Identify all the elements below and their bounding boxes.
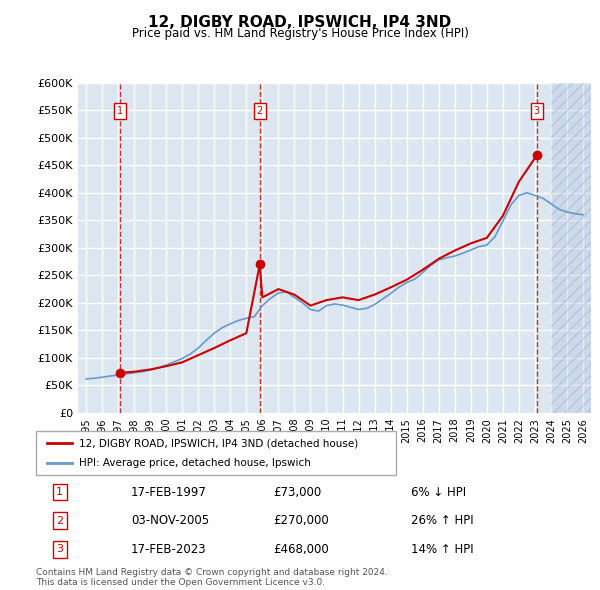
Text: 17-FEB-2023: 17-FEB-2023 (131, 543, 206, 556)
Text: 6% ↓ HPI: 6% ↓ HPI (411, 486, 466, 499)
Text: 12, DIGBY ROAD, IPSWICH, IP4 3ND: 12, DIGBY ROAD, IPSWICH, IP4 3ND (148, 15, 452, 30)
Text: 14% ↑ HPI: 14% ↑ HPI (411, 543, 473, 556)
Text: 1: 1 (117, 106, 123, 116)
Text: £73,000: £73,000 (274, 486, 322, 499)
Text: 12, DIGBY ROAD, IPSWICH, IP4 3ND (detached house): 12, DIGBY ROAD, IPSWICH, IP4 3ND (detach… (79, 438, 358, 448)
Text: 17-FEB-1997: 17-FEB-1997 (131, 486, 207, 499)
Text: Price paid vs. HM Land Registry's House Price Index (HPI): Price paid vs. HM Land Registry's House … (131, 27, 469, 40)
Text: £270,000: £270,000 (274, 514, 329, 527)
Text: 2: 2 (56, 516, 64, 526)
Text: 3: 3 (56, 544, 63, 554)
Text: £468,000: £468,000 (274, 543, 329, 556)
Text: 1: 1 (56, 487, 63, 497)
Text: 3: 3 (534, 106, 540, 116)
FancyBboxPatch shape (36, 431, 396, 475)
Bar (551, 83, 591, 413)
Text: 26% ↑ HPI: 26% ↑ HPI (411, 514, 473, 527)
Text: HPI: Average price, detached house, Ipswich: HPI: Average price, detached house, Ipsw… (79, 458, 311, 467)
Text: 2: 2 (257, 106, 263, 116)
Text: Contains HM Land Registry data © Crown copyright and database right 2024.
This d: Contains HM Land Registry data © Crown c… (36, 568, 388, 587)
Text: 03-NOV-2005: 03-NOV-2005 (131, 514, 209, 527)
